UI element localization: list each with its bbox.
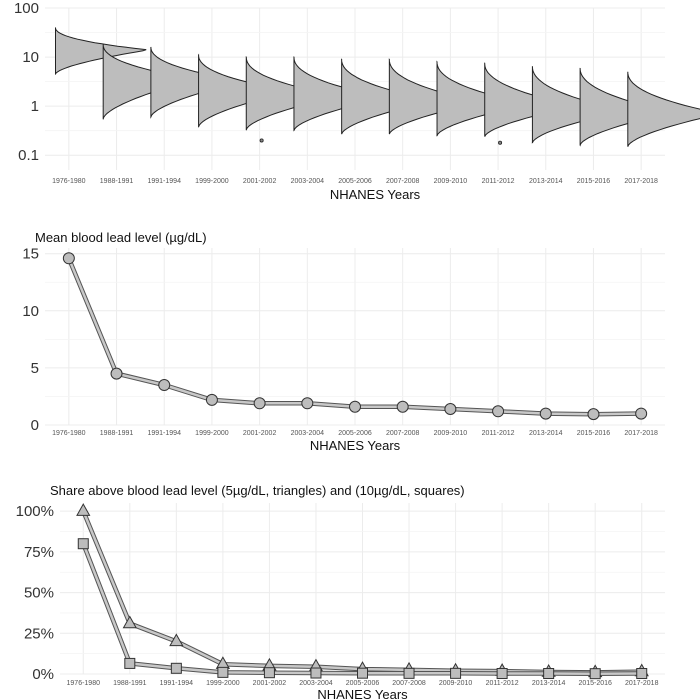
x-tick-label: 2017-2018: [625, 680, 659, 687]
x-tick-label: 1988-1991: [113, 680, 147, 687]
x-tick-label: 1988-1991: [100, 430, 134, 437]
x-tick-label: 2005-2006: [338, 178, 372, 185]
x-tick-label: 1991-1994: [147, 430, 181, 437]
data-point-square: [124, 657, 136, 669]
x-tick-label: 1999-2000: [195, 178, 229, 185]
violin-shape: [627, 71, 700, 147]
data-point-circle: [587, 408, 600, 421]
x-axis-title: NHANES Years: [310, 438, 401, 453]
violin-shape: [54, 27, 147, 75]
x-tick-label: 1991-1994: [160, 680, 194, 687]
data-point-circle: [396, 400, 409, 413]
data-point-circle: [110, 367, 123, 380]
x-tick-label: 2013-2014: [529, 430, 563, 437]
x-tick-label: 2005-2006: [338, 430, 372, 437]
data-point-circle: [444, 403, 457, 416]
x-tick-label: 1988-1991: [100, 178, 134, 185]
y-tick-label: 5: [31, 360, 39, 377]
x-tick-label: 2007-2008: [386, 178, 420, 185]
x-tick-label: 2009-2010: [439, 680, 473, 687]
x-tick-label: 2015-2016: [578, 680, 612, 687]
data-point-square: [170, 662, 182, 674]
chart-title: Mean blood lead level (µg/dL): [35, 230, 207, 245]
x-tick-label: 2001-2002: [243, 430, 277, 437]
x-tick-label: 2011-2012: [482, 178, 515, 185]
x-tick-label: 2017-2018: [624, 178, 658, 185]
y-tick-label: 0%: [32, 666, 54, 683]
y-tick-label: 75%: [24, 544, 54, 561]
data-point-square: [636, 668, 648, 680]
data-point-square: [589, 668, 601, 680]
x-tick-label: 2005-2006: [346, 680, 380, 687]
outlier-point: [498, 140, 503, 145]
x-tick-label: 1999-2000: [206, 680, 240, 687]
panel-line-2: 0% 25% 50% 75% 100% 1976-1980 1988-1991 1991-19…: [16, 483, 665, 700]
data-point-circle: [539, 407, 552, 420]
y-tick-label: 1: [31, 98, 39, 115]
y-tick-label: 100%: [16, 503, 54, 520]
x-tick-label: 2011-2012: [486, 680, 519, 687]
data-point-square: [543, 668, 555, 680]
data-point-circle: [62, 252, 75, 265]
data-point-circle: [158, 379, 171, 392]
chart-title: Share above blood lead level (5µg/dL, tr…: [50, 483, 465, 498]
y-tick-label: 0.1: [18, 147, 39, 164]
x-tick-label: 1999-2000: [195, 430, 229, 437]
x-tick-label: 1976-1980: [67, 680, 101, 687]
x-tick-label: 2007-2008: [392, 680, 426, 687]
data-point-square: [357, 667, 368, 679]
x-tick-label: 2009-2010: [434, 178, 468, 185]
x-tick-label: 2013-2014: [532, 680, 566, 687]
x-tick-label: 2013-2014: [529, 178, 563, 185]
data-point-circle: [253, 397, 266, 410]
data-point-circle: [492, 405, 505, 418]
data-point-square: [310, 667, 322, 679]
x-axis-title: NHANES Years: [317, 687, 408, 700]
x-tick-label: 2017-2018: [624, 430, 658, 437]
x-tick-label: 2007-2008: [386, 430, 420, 437]
x-tick-label: 2001-2002: [253, 680, 287, 687]
x-axis-title: NHANES Years: [330, 187, 421, 202]
x-tick-label: 2011-2012: [482, 430, 515, 437]
data-point-triangle: [76, 503, 91, 516]
data-point-square: [217, 666, 229, 678]
x-tick-label: 1991-1994: [147, 178, 181, 185]
data-point-square: [263, 667, 275, 679]
panel-violin: 0.1 1 10 100 1976-1980 1988-1991 1991-1994 1999…: [14, 0, 700, 202]
x-tick-label: 2003-2004: [291, 178, 325, 185]
data-point-circle: [349, 400, 361, 413]
x-tick-label: 2003-2004: [291, 430, 325, 437]
y-tick-label: 100: [14, 0, 39, 17]
y-tick-label: 50%: [24, 585, 54, 602]
data-point-square: [403, 667, 415, 679]
y-tick-label: 0: [31, 417, 39, 434]
y-tick-label: 15: [22, 246, 39, 263]
y-tick-label: 10: [22, 49, 39, 66]
y-tick-label: 25%: [24, 625, 54, 642]
y-tick-label: 10: [22, 303, 39, 320]
data-point-triangle: [122, 615, 137, 629]
outlier-point: [259, 138, 264, 143]
x-tick-label: 2003-2004: [299, 680, 333, 687]
x-tick-label: 2001-2002: [243, 178, 277, 185]
data-point-square: [496, 668, 508, 680]
data-point-square: [450, 667, 462, 679]
data-point-triangle: [169, 633, 184, 647]
panel-line-1: 0 5 10 15 1976-1980 1988-1991 1991-1994 1999-20…: [22, 230, 665, 453]
data-point-circle: [205, 393, 218, 406]
x-tick-label: 2015-2016: [577, 430, 611, 437]
data-point-circle: [301, 397, 314, 410]
data-point-square: [77, 538, 89, 550]
x-tick-label: 2015-2016: [577, 178, 611, 185]
data-point-circle: [635, 407, 648, 420]
x-tick-label: 1976-1980: [52, 430, 86, 437]
x-tick-label: 2009-2010: [434, 430, 468, 437]
x-tick-label: 1976-1980: [52, 178, 86, 185]
